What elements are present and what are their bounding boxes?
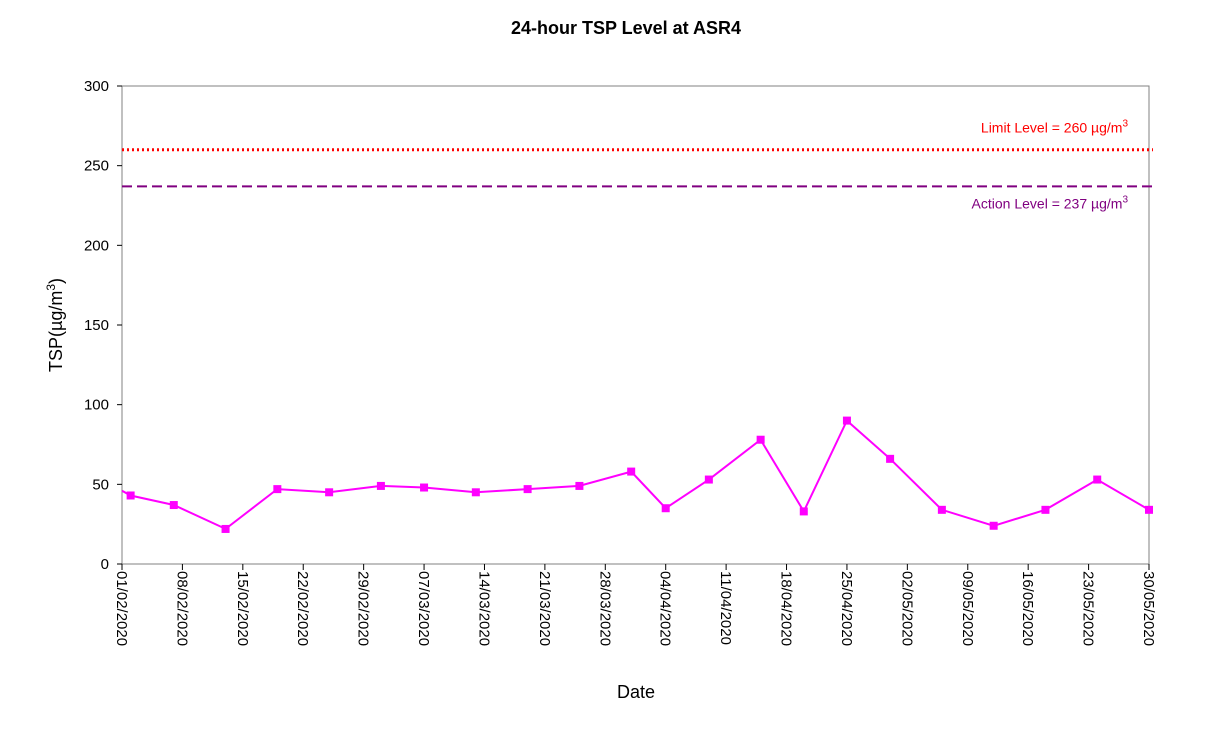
x-axis: 01/02/2020 08/02/2020 15/02/2020 22/02/2020… (113, 564, 1157, 646)
data-point-marker (273, 485, 282, 494)
action-level-label-sup: 3 (1122, 194, 1128, 205)
data-series (121, 416, 1153, 533)
x-tick-label: 11/04/2020 (717, 571, 734, 645)
y-axis: 0 50 100 150 200 250 300 (84, 78, 122, 573)
x-tick-label: 14/03/2020 (475, 571, 492, 646)
data-point-marker (886, 454, 895, 463)
data-point-marker (420, 483, 429, 492)
limit-level-label-sup: 3 (1122, 119, 1128, 130)
data-point-marker (523, 485, 532, 494)
series-line (121, 418, 1150, 531)
data-point-marker (661, 504, 670, 513)
x-tick-label: 15/02/2020 (234, 571, 251, 646)
data-point-marker (756, 435, 765, 444)
x-tick-label: 07/03/2020 (415, 571, 432, 646)
data-point-marker (799, 507, 808, 516)
y-tick-label: 0 (101, 556, 109, 573)
data-point-marker (937, 505, 946, 514)
x-tick-label: 29/02/2020 (355, 571, 372, 646)
data-point-marker (325, 488, 334, 497)
x-tick-label: 21/03/2020 (536, 571, 553, 646)
data-point-marker (1041, 505, 1050, 514)
x-tick-label: 08/02/2020 (173, 571, 190, 646)
action-level-label: Action Level = 237 µg/m3 (972, 194, 1129, 211)
data-point-marker (1093, 475, 1102, 484)
y-axis-title-main: TSP(µg/m (46, 291, 66, 372)
x-tick-label: 16/05/2020 (1019, 571, 1036, 646)
x-tick-label: 09/05/2020 (959, 571, 976, 646)
data-point-marker (704, 475, 713, 484)
x-tick-label: 30/05/2020 (1140, 571, 1157, 646)
data-point-marker (989, 521, 998, 530)
y-axis-title: TSP(µg/m3) (44, 278, 66, 372)
limit-level-label: Limit Level = 260 µg/m3 (981, 119, 1129, 136)
data-point-marker (126, 491, 135, 500)
y-tick-label: 50 (92, 476, 109, 493)
data-point-marker (169, 501, 178, 510)
x-tick-label: 25/04/2020 (838, 571, 855, 646)
x-tick-label: 22/02/2020 (294, 571, 311, 646)
chart-title: 24-hour TSP Level at ASR4 (511, 18, 741, 38)
x-tick-label: 04/04/2020 (657, 571, 674, 646)
x-axis-title: Date (617, 682, 655, 702)
data-point-marker (627, 467, 636, 476)
y-axis-title-tail: ) (46, 278, 66, 284)
data-point-marker (842, 416, 851, 425)
data-point-marker (221, 524, 230, 533)
y-tick-label: 100 (84, 397, 109, 414)
y-tick-label: 150 (84, 317, 109, 334)
data-point-marker (1145, 505, 1153, 514)
x-tick-label: 23/05/2020 (1080, 571, 1097, 646)
x-tick-label: 28/03/2020 (596, 571, 613, 646)
y-axis-title-sup: 3 (44, 284, 58, 291)
y-tick-label: 300 (84, 78, 109, 95)
x-tick-label: 02/05/2020 (898, 571, 915, 646)
data-point-marker (376, 481, 385, 490)
data-point-marker (575, 481, 584, 490)
limit-level-label-main: Limit Level = 260 µg/m (981, 120, 1123, 136)
x-tick-label: 18/04/2020 (778, 571, 795, 646)
x-tick-label: 01/02/2020 (113, 571, 130, 646)
data-point-marker (471, 488, 480, 497)
action-level-label-main: Action Level = 237 µg/m (972, 195, 1123, 211)
y-tick-label: 200 (84, 237, 109, 254)
y-tick-label: 250 (84, 158, 109, 175)
